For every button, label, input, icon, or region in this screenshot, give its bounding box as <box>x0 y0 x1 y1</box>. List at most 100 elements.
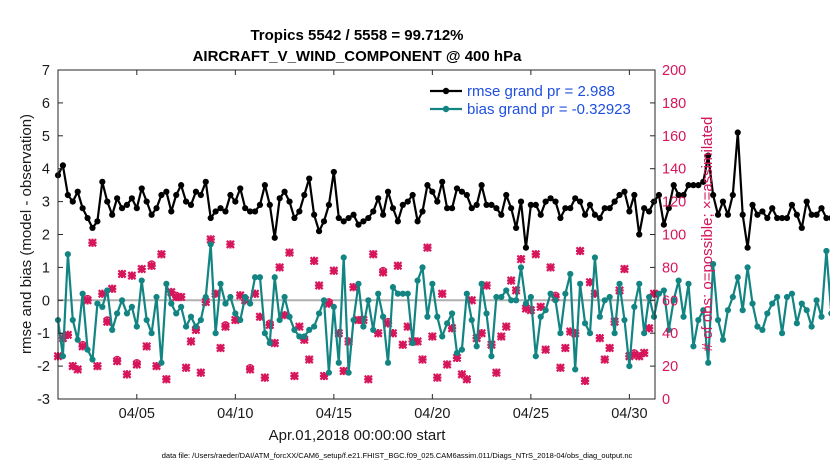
bias-point <box>601 297 608 304</box>
rmse-point <box>424 182 431 189</box>
rmse-point <box>547 195 554 202</box>
bias-point <box>650 313 658 320</box>
obs-assimilated-marker <box>68 361 78 371</box>
obs-assimilated-marker <box>191 325 201 335</box>
obs-assimilated-marker <box>171 292 181 302</box>
bias-point <box>266 339 273 347</box>
x-axis: 04/05 04/10 04/15 04/20 04/25 04/30 <box>119 70 648 422</box>
rmse-point <box>222 208 229 215</box>
bias-point <box>315 310 323 317</box>
bias-point <box>724 307 732 314</box>
bias-point <box>778 330 786 337</box>
bias-point <box>104 287 111 294</box>
bias-point <box>739 307 746 314</box>
rmse-point <box>74 188 81 195</box>
rmse-point <box>562 205 569 212</box>
y-right-tick-label: 200 <box>662 63 686 79</box>
obs-assimilated-marker <box>63 330 73 340</box>
rmse-point <box>384 188 392 195</box>
obs-assimilated-marker <box>181 363 191 373</box>
obs-assimilated-marker <box>334 328 344 338</box>
bias-point <box>764 310 771 317</box>
obs-assimilated-marker <box>221 322 230 331</box>
bias-point <box>355 280 362 287</box>
rmse-point <box>488 201 495 208</box>
bias-point <box>399 290 406 297</box>
bias-point <box>675 277 682 284</box>
bias-point <box>626 363 633 370</box>
right-axis: 0 20 40 60 80 100 120 140 160 180 200 <box>650 63 686 408</box>
rmse-point <box>522 244 530 251</box>
bias-point <box>74 336 81 343</box>
bias-point <box>360 323 367 330</box>
rmse-point <box>710 191 717 199</box>
rmse-point <box>242 205 249 212</box>
rmse-point <box>251 208 259 215</box>
rmse-point <box>89 224 96 232</box>
rmse-point <box>227 191 234 199</box>
bias-point <box>271 274 278 281</box>
rmse-point <box>99 178 106 185</box>
rmse-point <box>774 214 781 222</box>
rmse-point <box>153 205 160 212</box>
bias-point <box>419 264 426 271</box>
rmse-point <box>512 224 520 232</box>
rmse-point <box>335 214 342 222</box>
rmse-point <box>306 175 313 182</box>
obs-assimilated-marker <box>226 239 235 249</box>
bias-point <box>143 316 150 324</box>
rmse-point <box>330 168 337 176</box>
bias-point <box>813 297 820 304</box>
obs-assimilated-marker <box>309 256 319 266</box>
legend-rmse-marker <box>442 87 450 95</box>
bias-point <box>503 287 510 294</box>
rmse-point <box>212 208 219 215</box>
obs-assimilated-marker <box>418 355 427 364</box>
rmse-point <box>148 211 155 218</box>
obs-assimilated-marker <box>610 317 619 327</box>
rmse-point <box>641 205 648 212</box>
obs-assimilated-marker <box>383 318 393 328</box>
obs-assimilated-marker <box>142 341 152 351</box>
obs-assimilated-marker <box>280 310 289 320</box>
rmse-point <box>591 211 599 218</box>
bias-point <box>365 297 372 304</box>
rmse-point <box>320 218 328 225</box>
bias-point <box>557 330 564 337</box>
bias-point <box>700 307 707 314</box>
rmse-point <box>163 188 170 195</box>
rmse-point <box>527 201 534 208</box>
obs-assimilated-marker <box>452 353 462 363</box>
rmse-point <box>158 191 165 199</box>
y-tick-label: 5 <box>42 129 50 145</box>
bias-point <box>286 313 293 320</box>
rmse-point <box>143 198 150 205</box>
rmse-point <box>508 205 515 212</box>
rmse-point <box>498 211 505 218</box>
obs-possible-marker <box>379 266 387 275</box>
rmse-point <box>468 205 475 212</box>
rmse-point <box>355 221 362 228</box>
rmse-point <box>340 218 347 225</box>
bias-point <box>148 330 155 337</box>
rmse-point <box>788 201 796 208</box>
obs-assimilated-marker <box>423 243 432 253</box>
obs-assimilated-marker <box>482 281 491 290</box>
rmse-point <box>586 201 594 208</box>
rmse-point <box>202 178 209 185</box>
obs-assimilated-marker <box>78 341 88 351</box>
obs-assimilated-marker <box>319 371 329 381</box>
rmse-point <box>178 182 185 189</box>
obs-assimilated-marker <box>506 276 516 285</box>
obs-assimilated-marker <box>270 338 280 348</box>
bias-point <box>581 320 589 327</box>
obs-assimilated-marker <box>339 366 349 376</box>
legend-bias-label: bias grand pr = -0.32923 <box>467 101 631 118</box>
bias-point <box>498 293 505 301</box>
rmse-point <box>769 205 776 212</box>
obs-assimilated-marker <box>206 235 216 244</box>
obs-assimilated-marker <box>590 289 600 299</box>
bias-point <box>163 280 170 287</box>
bias-point <box>404 290 411 297</box>
obs-assimilated-marker <box>378 267 388 277</box>
